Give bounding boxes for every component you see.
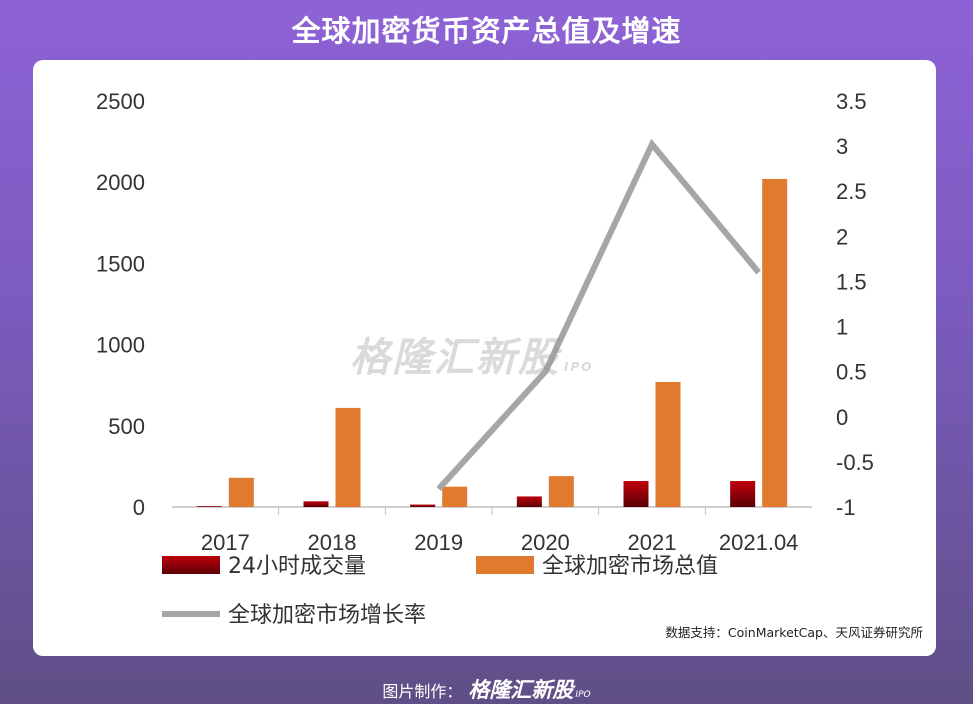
legend: 24小时成交量 全球加密市场总值 全球加密市场增长率 [162, 554, 718, 628]
x-tick-label: 2021.04 [719, 530, 799, 555]
bar-market-cap [228, 477, 254, 507]
x-axis: 2017 2018 2019 2020 2021 2021.04 [201, 507, 799, 555]
x-tick-label: 2020 [521, 530, 570, 555]
x-tick-label: 2021 [628, 530, 677, 555]
right-tick-label: 0.5 [836, 360, 867, 385]
bar-volume [303, 501, 329, 507]
legend-label-volume: 24小时成交量 [228, 554, 366, 579]
growth-line-group [436, 138, 761, 491]
footer-sub: IPO [575, 690, 591, 700]
bar-market-cap [335, 407, 361, 507]
data-source-note: 数据支持：CoinMarketCap、天风证券研究所 [665, 625, 923, 640]
right-tick-label: -1 [836, 495, 856, 520]
bars-group [196, 178, 788, 507]
left-tick-label: 0 [133, 495, 145, 520]
bar-volume [410, 504, 436, 507]
bar-volume [516, 496, 542, 507]
chart-title: 全球加密货币资产总值及增速 [291, 14, 682, 48]
right-tick-label: -0.5 [836, 450, 874, 475]
right-tick-label: 3 [836, 134, 848, 159]
bar-market-cap [655, 381, 681, 507]
watermark-brand: 格隆汇新股 [350, 335, 560, 381]
left-tick-label: 1000 [96, 333, 145, 358]
legend-swatch-volume [162, 556, 220, 574]
right-tick-label: 3.5 [836, 89, 867, 114]
right-y-axis: 3.5 3 2.5 2 1.5 1 0.5 0 -0.5 -1 [836, 89, 874, 520]
footer-label: 图片制作： [382, 682, 463, 701]
bar-market-cap [762, 178, 788, 507]
watermark-logo: 格隆汇新股 IPO [350, 325, 593, 383]
bar-volume [730, 481, 756, 507]
left-tick-label: 2000 [96, 170, 145, 195]
left-y-axis: 2500 2000 1500 1000 500 0 [96, 89, 145, 520]
right-tick-label: 0 [836, 405, 848, 430]
right-tick-label: 2.5 [836, 179, 867, 204]
footer: 图片制作： 格隆汇新股 IPO [0, 674, 973, 704]
bar-volume [623, 481, 649, 507]
legend-swatch-market-cap [476, 556, 534, 574]
bar-volume [196, 506, 222, 507]
right-tick-label: 1 [836, 315, 848, 340]
right-tick-label: 1.5 [836, 269, 867, 294]
x-tick-label: 2017 [201, 530, 250, 555]
left-tick-label: 500 [108, 414, 145, 439]
left-tick-label: 1500 [96, 251, 145, 276]
legend-label-market-cap: 全球加密市场总值 [542, 554, 718, 579]
watermark-sub: IPO [564, 360, 594, 374]
growth-line [436, 138, 761, 491]
right-tick-label: 2 [836, 224, 848, 249]
left-tick-label: 2500 [96, 89, 145, 114]
legend-label-growth: 全球加密市场增长率 [228, 603, 426, 628]
footer-brand: 格隆汇新股 [468, 678, 574, 702]
bar-market-cap [548, 476, 574, 507]
x-tick-label: 2018 [308, 530, 357, 555]
x-tick-label: 2019 [414, 530, 463, 555]
bar-market-cap [442, 486, 468, 507]
